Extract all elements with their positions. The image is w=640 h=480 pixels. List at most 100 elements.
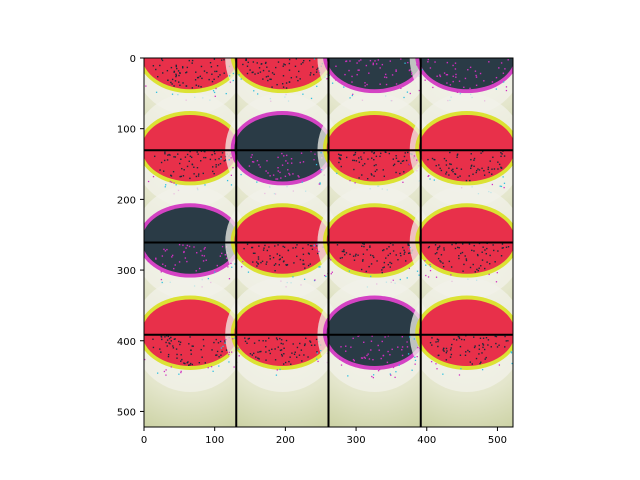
tile-speck <box>277 244 279 246</box>
tile-speck <box>266 261 268 263</box>
tile-speck <box>526 258 527 259</box>
tile-speck <box>425 274 427 277</box>
tile-speck <box>358 177 360 179</box>
tile-speck <box>339 257 342 259</box>
tile-speck <box>473 157 476 160</box>
tile-speck <box>428 245 431 248</box>
tile-speck <box>507 59 509 61</box>
tile-speck <box>259 71 262 73</box>
tile-speck <box>204 246 206 249</box>
tile-speck <box>456 153 459 155</box>
tile-speck <box>354 153 356 156</box>
tile-speck <box>349 60 351 62</box>
tile-speck <box>434 253 437 255</box>
tile-speck <box>403 253 405 255</box>
tile-speck <box>144 358 146 361</box>
tile-speck <box>214 152 216 155</box>
tile-speck <box>175 75 177 78</box>
tile-speck <box>282 75 285 77</box>
tile-speck <box>392 244 394 246</box>
tile-speck <box>353 159 356 162</box>
tile-speck <box>170 175 173 177</box>
tile-speck <box>196 167 199 169</box>
tile-speck <box>319 183 321 185</box>
tile-speck <box>469 361 472 363</box>
tile-speck <box>406 346 409 348</box>
tile-speck <box>173 70 176 73</box>
tile-speck <box>258 245 260 247</box>
tile-speck <box>187 364 190 366</box>
tile-speck <box>164 336 166 338</box>
tile-speck <box>475 169 478 172</box>
tile-speck <box>427 246 430 249</box>
tile-speck <box>366 178 369 180</box>
tile-speck <box>367 353 369 355</box>
tile-speck <box>300 152 303 154</box>
tile-speck <box>230 262 232 265</box>
tile-speck <box>189 362 192 365</box>
y-tick-label: 100 <box>117 125 136 136</box>
tile-speck <box>369 246 371 248</box>
tile-speck <box>185 247 187 249</box>
tile-speck <box>404 62 406 64</box>
tile-speck <box>182 82 184 84</box>
tile-speck <box>340 154 342 156</box>
tile-speck <box>225 338 227 341</box>
tile-speck <box>436 252 438 254</box>
tile-speck <box>482 343 484 345</box>
tile-speck <box>165 341 167 344</box>
tile-speck <box>378 349 380 351</box>
tile-speck <box>166 69 169 72</box>
tile-speck <box>436 338 439 340</box>
tile-speck <box>500 166 502 169</box>
tile-speck <box>460 168 463 170</box>
tile-speck <box>170 81 172 84</box>
tile-cap <box>418 299 513 366</box>
tile-speck <box>218 365 220 367</box>
tile-speck <box>330 273 332 275</box>
tile-speck <box>289 174 291 176</box>
tile-speck <box>300 349 303 351</box>
tile-speck <box>169 180 171 183</box>
tile-speck <box>389 261 391 264</box>
tile-speck <box>298 70 300 73</box>
tile-speck <box>325 275 327 278</box>
tile-speck <box>445 159 447 162</box>
tile-speck <box>246 72 249 75</box>
tile-speck <box>373 151 376 154</box>
tile-speck <box>252 252 255 254</box>
tile-speck <box>201 254 203 257</box>
tile-speck <box>473 346 476 349</box>
tile-speck <box>511 362 513 365</box>
tile-speck <box>292 173 294 175</box>
tile-speck <box>262 249 265 251</box>
tile-speck <box>454 247 457 250</box>
tile-speck <box>398 364 400 366</box>
tile-speck <box>256 181 258 183</box>
tile-speck <box>395 157 398 159</box>
tile-speck <box>492 156 494 159</box>
tile-speck <box>255 356 257 358</box>
tile-speck <box>399 278 401 281</box>
tile-speck <box>204 184 206 186</box>
tile-speck <box>479 72 482 75</box>
tile-speck <box>406 277 408 279</box>
tile-speck <box>514 341 515 342</box>
tile-speck <box>288 81 291 83</box>
tile-speck <box>343 249 345 251</box>
tile-speck <box>352 255 355 257</box>
tile-speck <box>290 77 293 79</box>
tile-speck <box>395 155 397 157</box>
tile-speck <box>408 252 411 254</box>
tile-speck <box>395 254 397 256</box>
tile-speck <box>269 258 271 260</box>
tile-speck <box>217 164 220 166</box>
tile-speck <box>474 271 476 273</box>
tile-speck <box>168 337 171 340</box>
tile-speck <box>473 244 475 247</box>
tile-speck <box>284 361 287 364</box>
tile-speck <box>223 72 225 74</box>
tile-speck <box>152 175 155 178</box>
tile-speck <box>224 254 227 256</box>
tile-speck <box>282 363 285 365</box>
